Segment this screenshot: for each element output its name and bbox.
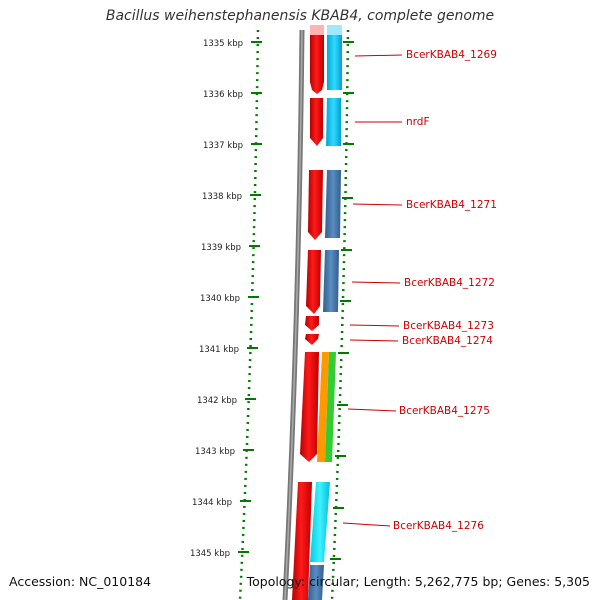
label-leaders <box>342 54 403 527</box>
gene-1273-arrow[interactable] <box>305 316 319 331</box>
tick-label: 1336 kbp <box>203 90 243 100</box>
gene-1271-arrow[interactable] <box>308 170 323 240</box>
genome-backbone-highlight <box>284 29 303 600</box>
gene-label[interactable]: BcerKBAB4_1274 <box>402 335 493 347</box>
gene-1269-arrow[interactable] <box>310 25 324 94</box>
tick-label: 1335 kbp <box>203 39 243 49</box>
inner-ruler-track <box>330 29 350 600</box>
gene-label[interactable]: BcerKBAB4_1276 <box>393 520 484 532</box>
gene-1274-arrow[interactable] <box>305 334 319 345</box>
tick-label: 1340 kbp <box>200 294 240 304</box>
leader-line <box>349 339 399 342</box>
cds-1272[interactable] <box>323 250 339 312</box>
gene-label[interactable]: BcerKBAB4_1275 <box>399 405 490 417</box>
tick-label: 1343 kbp <box>195 447 235 457</box>
tick-label: 1339 kbp <box>201 243 241 253</box>
leader-line <box>351 281 401 284</box>
outer-ruler-track <box>238 29 260 600</box>
leader-line <box>352 203 403 206</box>
cds-1271[interactable] <box>325 170 341 238</box>
leader-line <box>347 408 397 412</box>
gene-label[interactable]: BcerKBAB4_1271 <box>406 199 497 211</box>
accession-text: Accession: NC_010184 <box>9 574 152 589</box>
gene-1269-faded-end <box>310 25 324 35</box>
cds-1269[interactable] <box>327 25 342 90</box>
leader-line <box>349 324 400 327</box>
cds-nrdf[interactable] <box>326 98 341 146</box>
tick-label: 1338 kbp <box>202 192 242 202</box>
leader-line <box>354 54 403 57</box>
ruler-ticks: 1335 kbp 1336 kbp 1337 kbp 1338 kbp 1339… <box>190 39 354 560</box>
gene-1275-arrow[interactable] <box>300 352 319 462</box>
genome-title: Bacillus weihenstephanensis KBAB4, compl… <box>105 8 495 24</box>
gene-label[interactable]: BcerKBAB4_1269 <box>406 49 497 61</box>
cds-1276[interactable] <box>310 482 330 562</box>
gene-1276-arrow[interactable] <box>292 482 312 600</box>
cds-track <box>308 25 342 600</box>
tick-label: 1341 kbp <box>199 345 239 355</box>
gene-1272-arrow[interactable] <box>306 250 321 314</box>
leader-line <box>342 522 391 527</box>
cds-1269-faded-end <box>327 25 342 35</box>
gene-labels: BcerKBAB4_1269 nrdF BcerKBAB4_1271 BcerK… <box>393 49 497 532</box>
cds-1275-green[interactable] <box>325 352 336 462</box>
gene-label[interactable]: BcerKBAB4_1273 <box>403 320 494 332</box>
tick-label: 1337 kbp <box>203 141 243 151</box>
topology-text: Topology: circular; Length: 5,262,775 bp… <box>246 574 590 589</box>
tick-label: 1344 kbp <box>192 498 232 508</box>
gene-label[interactable]: nrdF <box>406 116 430 128</box>
gene-label[interactable]: BcerKBAB4_1272 <box>404 277 495 289</box>
cds-1276-blue[interactable] <box>308 565 324 600</box>
tick-label: 1345 kbp <box>190 549 230 559</box>
gene-track-forward <box>292 25 324 600</box>
tick-label: 1342 kbp <box>197 396 237 406</box>
gene-nrdf-arrow[interactable] <box>310 98 323 146</box>
